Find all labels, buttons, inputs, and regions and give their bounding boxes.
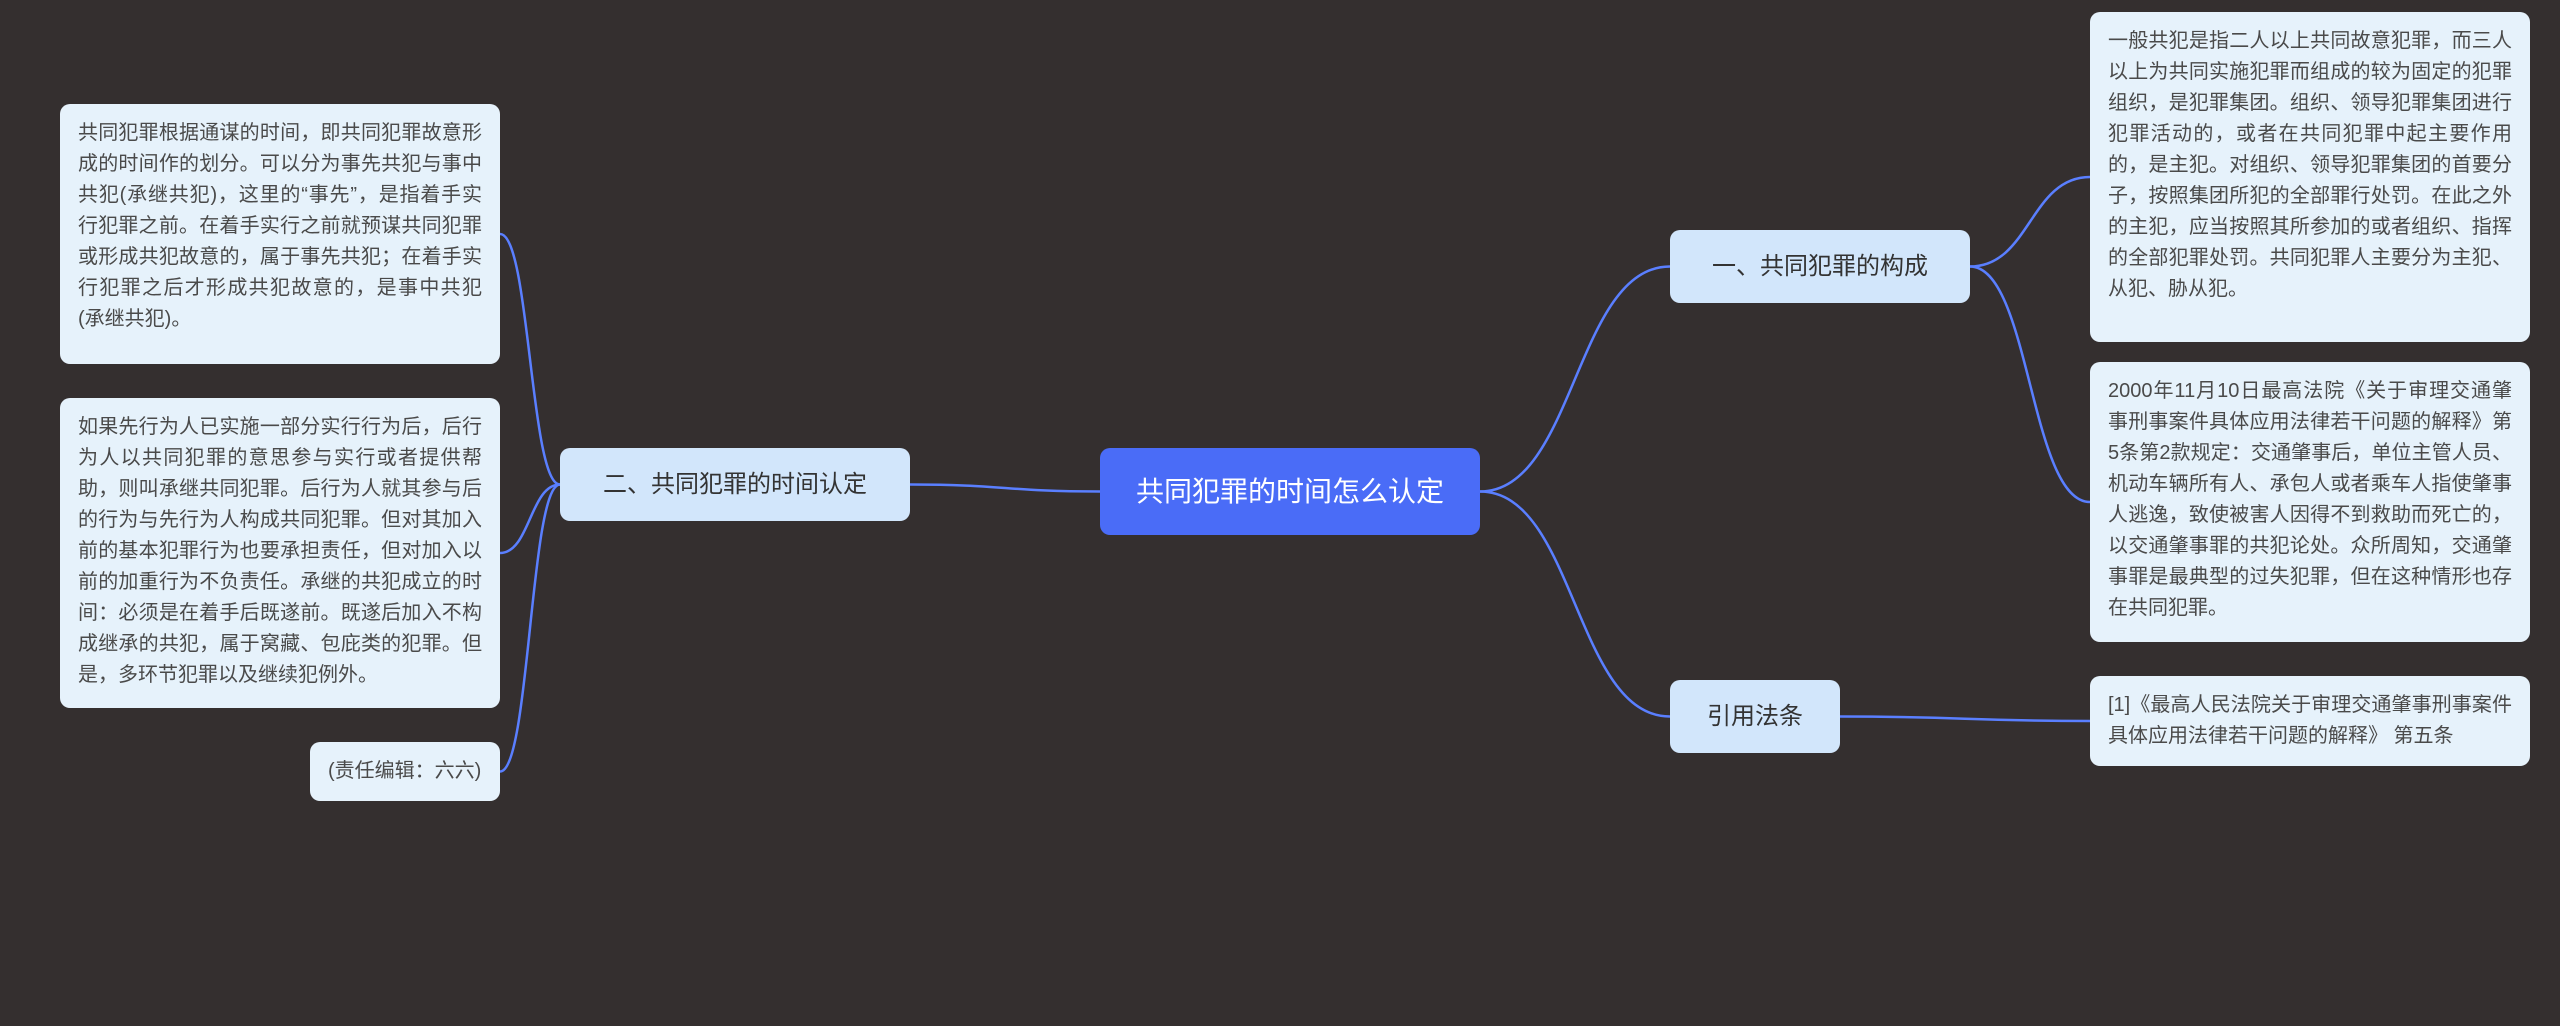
node-b3l1: 共同犯罪根据通谋的时间，即共同犯罪故意形成的时间作的划分。可以分为事先共犯与事中… (60, 104, 500, 364)
edge-root-b1 (1480, 267, 1670, 492)
node-b3l2: 如果先行为人已实施一部分实行行为后，后行为人以共同犯罪的意思参与实行或者提供帮助… (60, 398, 500, 708)
node-b2l1: [1]《最高人民法院关于审理交通肇事刑事案件具体应用法律若干问题的解释》 第五条 (2090, 676, 2530, 766)
edge-root-b3 (910, 485, 1100, 492)
node-b1l2: 2000年11月10日最高法院《关于审理交通肇事刑事案件具体应用法律若干问题的解… (2090, 362, 2530, 642)
node-b3l3: (责任编辑：六六) (310, 742, 500, 801)
node-b1: 一、共同犯罪的构成 (1670, 230, 1970, 303)
edge-b1-b1l1 (1970, 177, 2090, 267)
edge-root-b2 (1480, 492, 1670, 717)
edge-b3-b3l1 (500, 234, 560, 485)
node-root: 共同犯罪的时间怎么认定 (1100, 448, 1480, 535)
node-b2: 引用法条 (1670, 680, 1840, 753)
node-b1l1: 一般共犯是指二人以上共同故意犯罪，而三人以上为共同实施犯罪而组成的较为固定的犯罪… (2090, 12, 2530, 342)
edge-b2-b2l1 (1840, 717, 2090, 722)
edge-b3-b3l3 (500, 485, 560, 772)
node-b3: 二、共同犯罪的时间认定 (560, 448, 910, 521)
edge-b1-b1l2 (1970, 267, 2090, 503)
